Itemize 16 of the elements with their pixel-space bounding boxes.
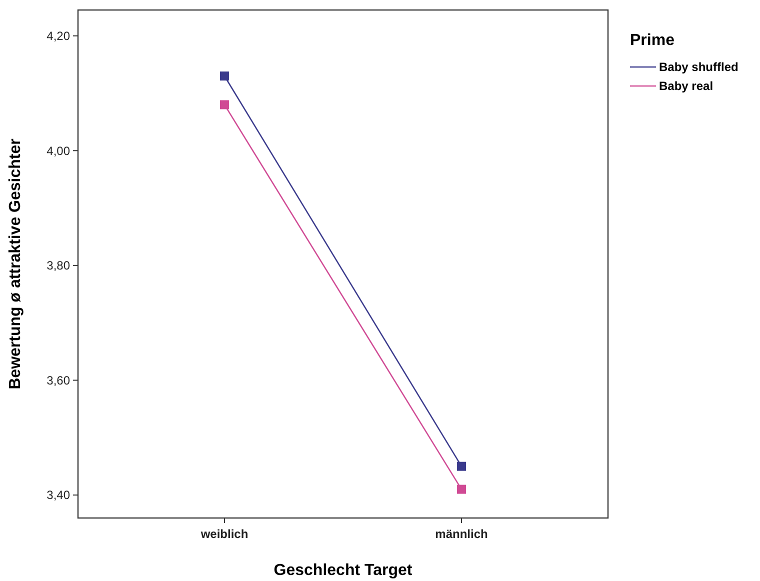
y-tick-label: 4,20: [46, 29, 70, 44]
x-tick-label: weiblich: [200, 527, 248, 541]
x-tick-label: männlich: [435, 527, 488, 541]
x-axis-title: Geschlecht Target: [274, 562, 413, 579]
legend-label: Baby real: [659, 79, 714, 94]
y-tick-label: 3,60: [46, 373, 70, 388]
y-tick-label: 3,80: [46, 258, 70, 273]
legend-label: Baby shuffled: [659, 60, 738, 74]
point: [457, 462, 466, 471]
y-tick-label: 3,40: [46, 488, 70, 502]
point: [220, 100, 229, 110]
y-tick-label: 4,00: [46, 144, 70, 158]
legend-title: Prime: [630, 32, 675, 49]
point: [220, 72, 229, 81]
point: [457, 484, 466, 494]
y-axis-title: Bewertung ø attraktive Gesichter: [7, 138, 24, 390]
